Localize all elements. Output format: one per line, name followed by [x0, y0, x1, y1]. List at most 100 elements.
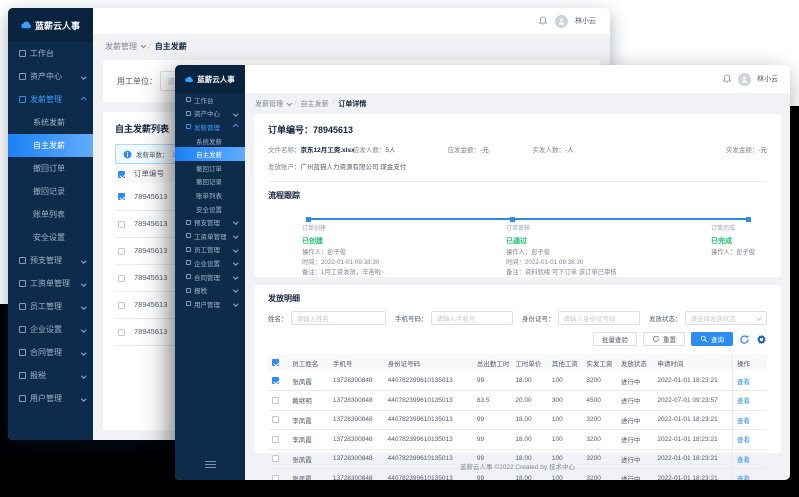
filter-input[interactable]: 请输入身份证号码 [557, 311, 640, 325]
row-checkbox[interactable] [272, 376, 279, 384]
order-id-cell: 78945613 [131, 237, 173, 265]
sidebar: 蓝薪云人事 工作台 资产中心 发薪管理 [175, 65, 245, 480]
sidebar-menu-item[interactable]: 撤回记录 [8, 180, 93, 203]
field-label: 实发人数： [532, 147, 565, 154]
sidebar-menu-item[interactable]: 安全设置 [8, 226, 93, 249]
sidebar-menu-item[interactable]: 撤回记录 [175, 175, 245, 189]
sidebar-menu-item[interactable]: 撤回订单 [8, 157, 93, 180]
sidebar-menu-item[interactable]: 自主发薪 [8, 134, 93, 157]
chevron-icon [232, 246, 238, 252]
process-timeline: 订单创建 已创建 操作人：彭子俊 时间：2022-01-01 09:38:30 … [268, 212, 767, 276]
sidebar-menu-item[interactable]: 工资单管理 [8, 272, 93, 295]
sidebar-menu-item[interactable]: 发薪管理 [8, 88, 93, 111]
sidebar-menu-item[interactable]: 自主发薪 [175, 147, 245, 161]
chevron-icon [80, 281, 86, 286]
field-value: -人 [564, 147, 574, 154]
hours-cell: 99 [472, 449, 512, 469]
view-link[interactable]: 查看 [736, 417, 750, 425]
detail-table: 员工姓名 手机号 身份证号码 总出勤工时 工时单价 其他工资 实发工资 发放状态… [268, 354, 767, 480]
row-checkbox[interactable] [118, 193, 125, 201]
sidebar-menu-item[interactable]: 撤回订单 [175, 161, 245, 175]
sidebar-menu-item[interactable]: 工作台 [175, 93, 245, 107]
sidebar-menu-item[interactable]: 账单列表 [175, 188, 245, 202]
idcard-cell: 440782399610135013 [383, 429, 473, 450]
row-checkbox[interactable] [118, 220, 125, 228]
menu-item-label: 用户管理 [194, 301, 220, 309]
bell-icon[interactable] [722, 74, 732, 84]
sidebar-menu-item[interactable]: 合同管理 [8, 341, 93, 364]
breadcrumb-root[interactable]: 发薪管理 [105, 41, 137, 51]
view-link[interactable]: 查看 [736, 456, 750, 464]
sidebar-menu-item[interactable]: 报税 [175, 283, 245, 297]
status-cell: 进行中 [616, 468, 654, 480]
menu-item-label: 撤回记录 [196, 179, 222, 187]
sidebar-menu-item[interactable]: 资产中心 [175, 107, 245, 121]
sidebar-menu-item[interactable]: 系统发薪 [175, 134, 245, 148]
sidebar-menu-item[interactable]: 员工管理 [175, 243, 245, 257]
view-link[interactable]: 查看 [736, 437, 750, 445]
sidebar-menu-item[interactable]: 合同管理 [175, 270, 245, 284]
batch-verify-button[interactable]: 批量查验 [593, 332, 637, 346]
username[interactable]: 林小云 [757, 76, 778, 83]
breadcrumb-mid[interactable]: 自主发薪 [300, 100, 329, 108]
field-label: 文件名称： [268, 147, 301, 154]
sidebar-menu: 工作台 资产中心 发薪管理 系统发薪 [175, 93, 245, 311]
filter-input[interactable]: 请输入手机号 [430, 311, 513, 325]
sidebar-menu-item[interactable]: 工资单管理 [175, 229, 245, 243]
row-checkbox[interactable] [118, 328, 125, 336]
view-link[interactable]: 查看 [736, 476, 750, 480]
sidebar-menu-item[interactable]: 企业设置 [8, 318, 93, 341]
menu-item-icon [186, 233, 191, 239]
sidebar-menu-item[interactable]: 用户管理 [8, 387, 93, 410]
search-button[interactable]: 查询 [691, 332, 733, 346]
select-all-checkbox[interactable] [272, 358, 279, 366]
filter-input[interactable]: 请输入姓名 [290, 311, 386, 325]
chevron-down-icon [756, 315, 762, 321]
row-checkbox[interactable] [272, 474, 279, 480]
sidebar-menu-item[interactable]: 系统发薪 [8, 111, 93, 134]
sidebar-menu-item[interactable]: 员工管理 [8, 295, 93, 318]
sidebar-menu-item[interactable]: 发薪管理 [175, 120, 245, 134]
select-all-checkbox[interactable] [118, 170, 125, 178]
reset-button[interactable]: 重置 [643, 332, 685, 346]
sidebar-menu-item[interactable]: 工作台 [8, 42, 93, 65]
sidebar-menu-item[interactable]: 报税 [8, 364, 93, 387]
row-checkbox[interactable] [118, 247, 125, 255]
sidebar-menu-item[interactable]: 安全设置 [175, 202, 245, 216]
sidebar-menu-item[interactable]: 预支管理 [175, 215, 245, 229]
breadcrumb-root[interactable]: 发薪管理 [255, 100, 283, 108]
node-time: 时间：2022-01-01 09:38:30 [506, 258, 584, 266]
phone-cell: 13728300848 [328, 371, 384, 391]
sidebar-menu-item[interactable]: 预支管理 [8, 249, 93, 272]
chevron-icon [232, 219, 238, 225]
refresh-icon[interactable] [739, 334, 750, 345]
breadcrumb-separator [332, 100, 334, 107]
sidebar-menu-item[interactable]: 企业设置 [175, 256, 245, 270]
sidebar-collapse-icon[interactable] [204, 461, 216, 468]
gear-icon[interactable] [756, 334, 767, 345]
sidebar-menu-item[interactable]: 用户管理 [175, 297, 245, 311]
sidebar-menu-item[interactable]: 资产中心 [8, 65, 93, 88]
row-checkbox[interactable] [118, 301, 125, 309]
filter-input[interactable]: 请选择发放状态 [684, 311, 767, 325]
avatar[interactable] [555, 14, 568, 28]
employee-name-cell: 戴继明 [288, 390, 329, 411]
row-checkbox[interactable] [272, 455, 279, 463]
phone-cell: 13728300848 [328, 429, 384, 450]
sidebar-menu-item[interactable]: 账单列表 [8, 203, 93, 226]
employee-name-cell: 张凤霞 [288, 371, 329, 391]
menu-item-icon [19, 257, 26, 264]
view-link[interactable]: 查看 [736, 378, 750, 386]
row-checkbox[interactable] [272, 435, 279, 443]
menu-item-icon [19, 326, 26, 333]
username[interactable]: 林小云 [575, 18, 596, 25]
row-checkbox[interactable] [118, 274, 125, 282]
row-checkbox[interactable] [272, 416, 279, 424]
view-link[interactable]: 查看 [736, 398, 750, 406]
avatar[interactable] [738, 72, 751, 86]
page-content: 订单编号：78945613 文件名称： 京东12月工资.xlsx 应发人数： 5… [245, 114, 790, 480]
menu-item-icon [186, 110, 191, 116]
menu-item-label: 撤回记录 [33, 187, 65, 196]
bell-icon[interactable] [538, 16, 548, 26]
row-checkbox[interactable] [272, 396, 279, 404]
